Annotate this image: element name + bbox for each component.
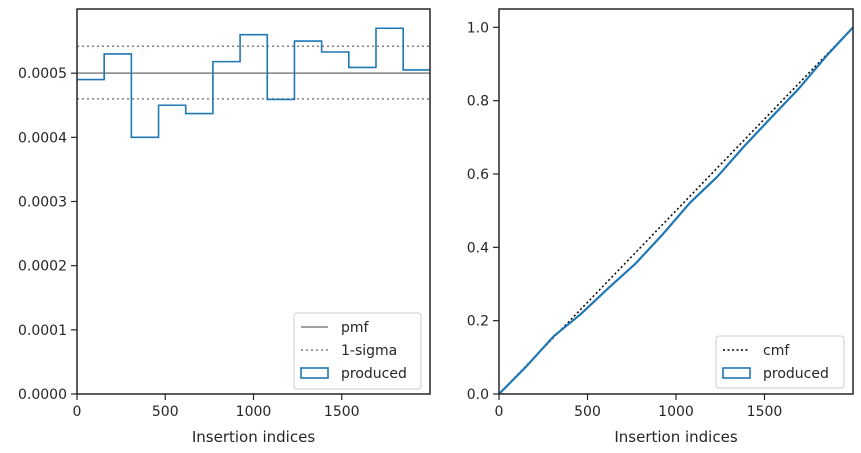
legend-label: produced xyxy=(763,366,829,382)
right-y-tick-label: 0.4 xyxy=(467,240,489,256)
right-x-axis-label: Insertion indices xyxy=(614,428,737,446)
legend-patch xyxy=(300,367,329,379)
left-x-tick-label: 1000 xyxy=(236,404,272,420)
right-legend: cmf produced xyxy=(715,335,845,389)
left-legend: pmf 1-sigma produced xyxy=(293,312,422,390)
legend-label: 1-sigma xyxy=(341,343,397,359)
legend-patch xyxy=(722,367,751,379)
right-y-tick-label: 1.0 xyxy=(467,20,489,36)
left-y-tick-label: 0.0001 xyxy=(18,323,67,339)
right-y-tick-label: 0.0 xyxy=(467,387,489,403)
legend-label: cmf xyxy=(763,343,790,359)
left-y-tick-label: 0.0003 xyxy=(18,195,67,211)
series-cmf xyxy=(498,26,854,395)
legend-label: produced xyxy=(341,366,407,382)
left-y-tick-label: 0.0000 xyxy=(18,387,67,403)
right-y-tick-label: 0.8 xyxy=(467,94,489,110)
left-legend-box xyxy=(293,312,422,390)
right-plot-border xyxy=(498,8,854,395)
chart-left: 0 500 1000 1500 0.0000 0.0001 0.0002 0.0003 0.00… xyxy=(18,8,431,446)
left-x-tick-label: 1500 xyxy=(324,404,360,420)
left-y-tick-label: 0.0002 xyxy=(18,259,67,275)
left-x-tick-label: 0 xyxy=(73,404,82,420)
right-y-tick-label: 0.6 xyxy=(467,167,489,183)
right-x-tick-label: 500 xyxy=(574,404,601,420)
series-produced xyxy=(498,26,854,395)
right-x-tick-label: 1500 xyxy=(747,404,783,420)
left-plot-border xyxy=(76,8,431,395)
left-y-tick-label: 0.0005 xyxy=(18,66,67,82)
right-legend-box xyxy=(715,335,845,389)
right-x-tick-label: 1000 xyxy=(658,404,694,420)
left-x-tick-label: 500 xyxy=(152,404,179,420)
histogram-step xyxy=(77,27,430,139)
right-y-tick-label: 0.2 xyxy=(467,314,489,330)
chart-right: 0 500 1000 1500 0.0 0.2 0.4 0.6 0.8 1.0 Insertion … xyxy=(467,8,854,446)
right-x-tick-label: 0 xyxy=(495,404,504,420)
left-y-tick-label: 0.0004 xyxy=(18,130,67,146)
left-x-axis-label: Insertion indices xyxy=(192,428,315,446)
legend-label: pmf xyxy=(341,320,370,336)
